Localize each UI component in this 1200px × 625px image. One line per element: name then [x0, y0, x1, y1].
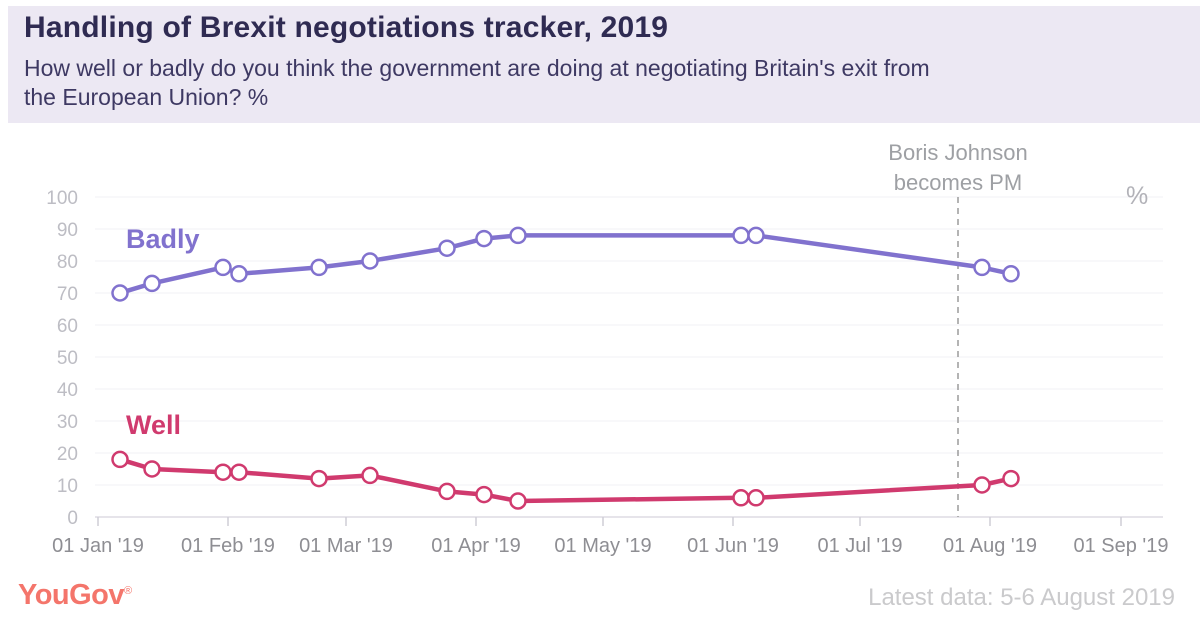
- y-tick-label: 60: [57, 316, 78, 337]
- marker-badly: [1002, 265, 1020, 283]
- subtitle-line-1: How well or badly do you think the gover…: [24, 55, 930, 81]
- y-tick-label: 70: [57, 284, 78, 305]
- marker-badly: [475, 229, 493, 248]
- x-tick-label: 01 May '19: [554, 535, 651, 557]
- page-title: Handling of Brexit negotiations tracker,…: [24, 11, 669, 44]
- x-tick-label: 01 Jan '19: [52, 535, 144, 557]
- marker-badly: [438, 239, 456, 257]
- yougov-logo: YouGov®: [18, 579, 132, 612]
- y-axis-unit-label: %: [1126, 182, 1149, 210]
- marker-badly: [361, 252, 379, 270]
- x-tick-label: 01 Apr '19: [431, 535, 520, 557]
- series-label-badly: Badly: [126, 224, 200, 254]
- event-annotation: Boris Johnson becomes PM: [888, 138, 1027, 198]
- y-tick-label: 30: [57, 412, 78, 433]
- y-tick-label: 40: [57, 380, 78, 401]
- x-tick-label: 01 Jun '19: [687, 535, 779, 557]
- marker-well: [973, 476, 991, 494]
- marker-badly: [214, 258, 232, 277]
- marker-well: [1002, 469, 1020, 488]
- event-annotation-line-2: becomes PM: [893, 170, 1023, 195]
- y-tick-label: 80: [57, 252, 78, 273]
- marker-badly: [310, 258, 328, 277]
- marker-well: [438, 482, 456, 501]
- marker-well: [310, 469, 328, 488]
- y-tick-label: 0: [67, 508, 78, 529]
- marker-badly: [143, 274, 161, 293]
- marker-badly: [973, 258, 991, 277]
- marker-badly: [111, 284, 129, 302]
- line-well: [117, 457, 1014, 504]
- marker-well: [143, 460, 161, 478]
- line-badly: [117, 233, 1014, 296]
- marker-well: [732, 489, 750, 507]
- y-tick-label: 50: [57, 348, 78, 369]
- marker-badly: [732, 226, 750, 245]
- registered-mark: ®: [124, 585, 132, 597]
- x-tick-label: 01 Sep '19: [1073, 535, 1168, 557]
- marker-well: [214, 463, 232, 481]
- y-tick-label: 100: [46, 188, 78, 209]
- marker-well: [361, 466, 379, 485]
- header: Handling of Brexit negotiations tracker,…: [8, 6, 1200, 123]
- marker-well: [747, 489, 765, 507]
- x-tick-label: 01 Feb '19: [181, 535, 275, 557]
- marker-badly: [747, 226, 765, 245]
- marker-badly: [230, 265, 248, 283]
- marker-well: [509, 492, 527, 510]
- y-tick-label: 20: [57, 444, 78, 465]
- marker-well: [475, 485, 493, 504]
- series-label-well: Well: [126, 410, 182, 440]
- y-tick-label: 10: [57, 476, 78, 497]
- subtitle-line-2: the European Union? %: [24, 84, 269, 110]
- marker-well: [230, 463, 248, 481]
- page-subtitle: How well or badly do you think the gover…: [24, 54, 930, 112]
- x-tick-label: 01 Jul '19: [818, 535, 903, 557]
- x-tick-label: 01 Aug '19: [943, 535, 1037, 557]
- latest-data-note: Latest data: 5-6 August 2019: [868, 584, 1175, 611]
- marker-badly: [509, 226, 527, 245]
- y-tick-label: 90: [57, 220, 78, 241]
- event-annotation-line-1: Boris Johnson: [888, 140, 1028, 165]
- marker-well: [111, 450, 129, 469]
- yougov-logo-text: YouGov: [18, 579, 125, 611]
- x-tick-label: 01 Mar '19: [299, 535, 393, 557]
